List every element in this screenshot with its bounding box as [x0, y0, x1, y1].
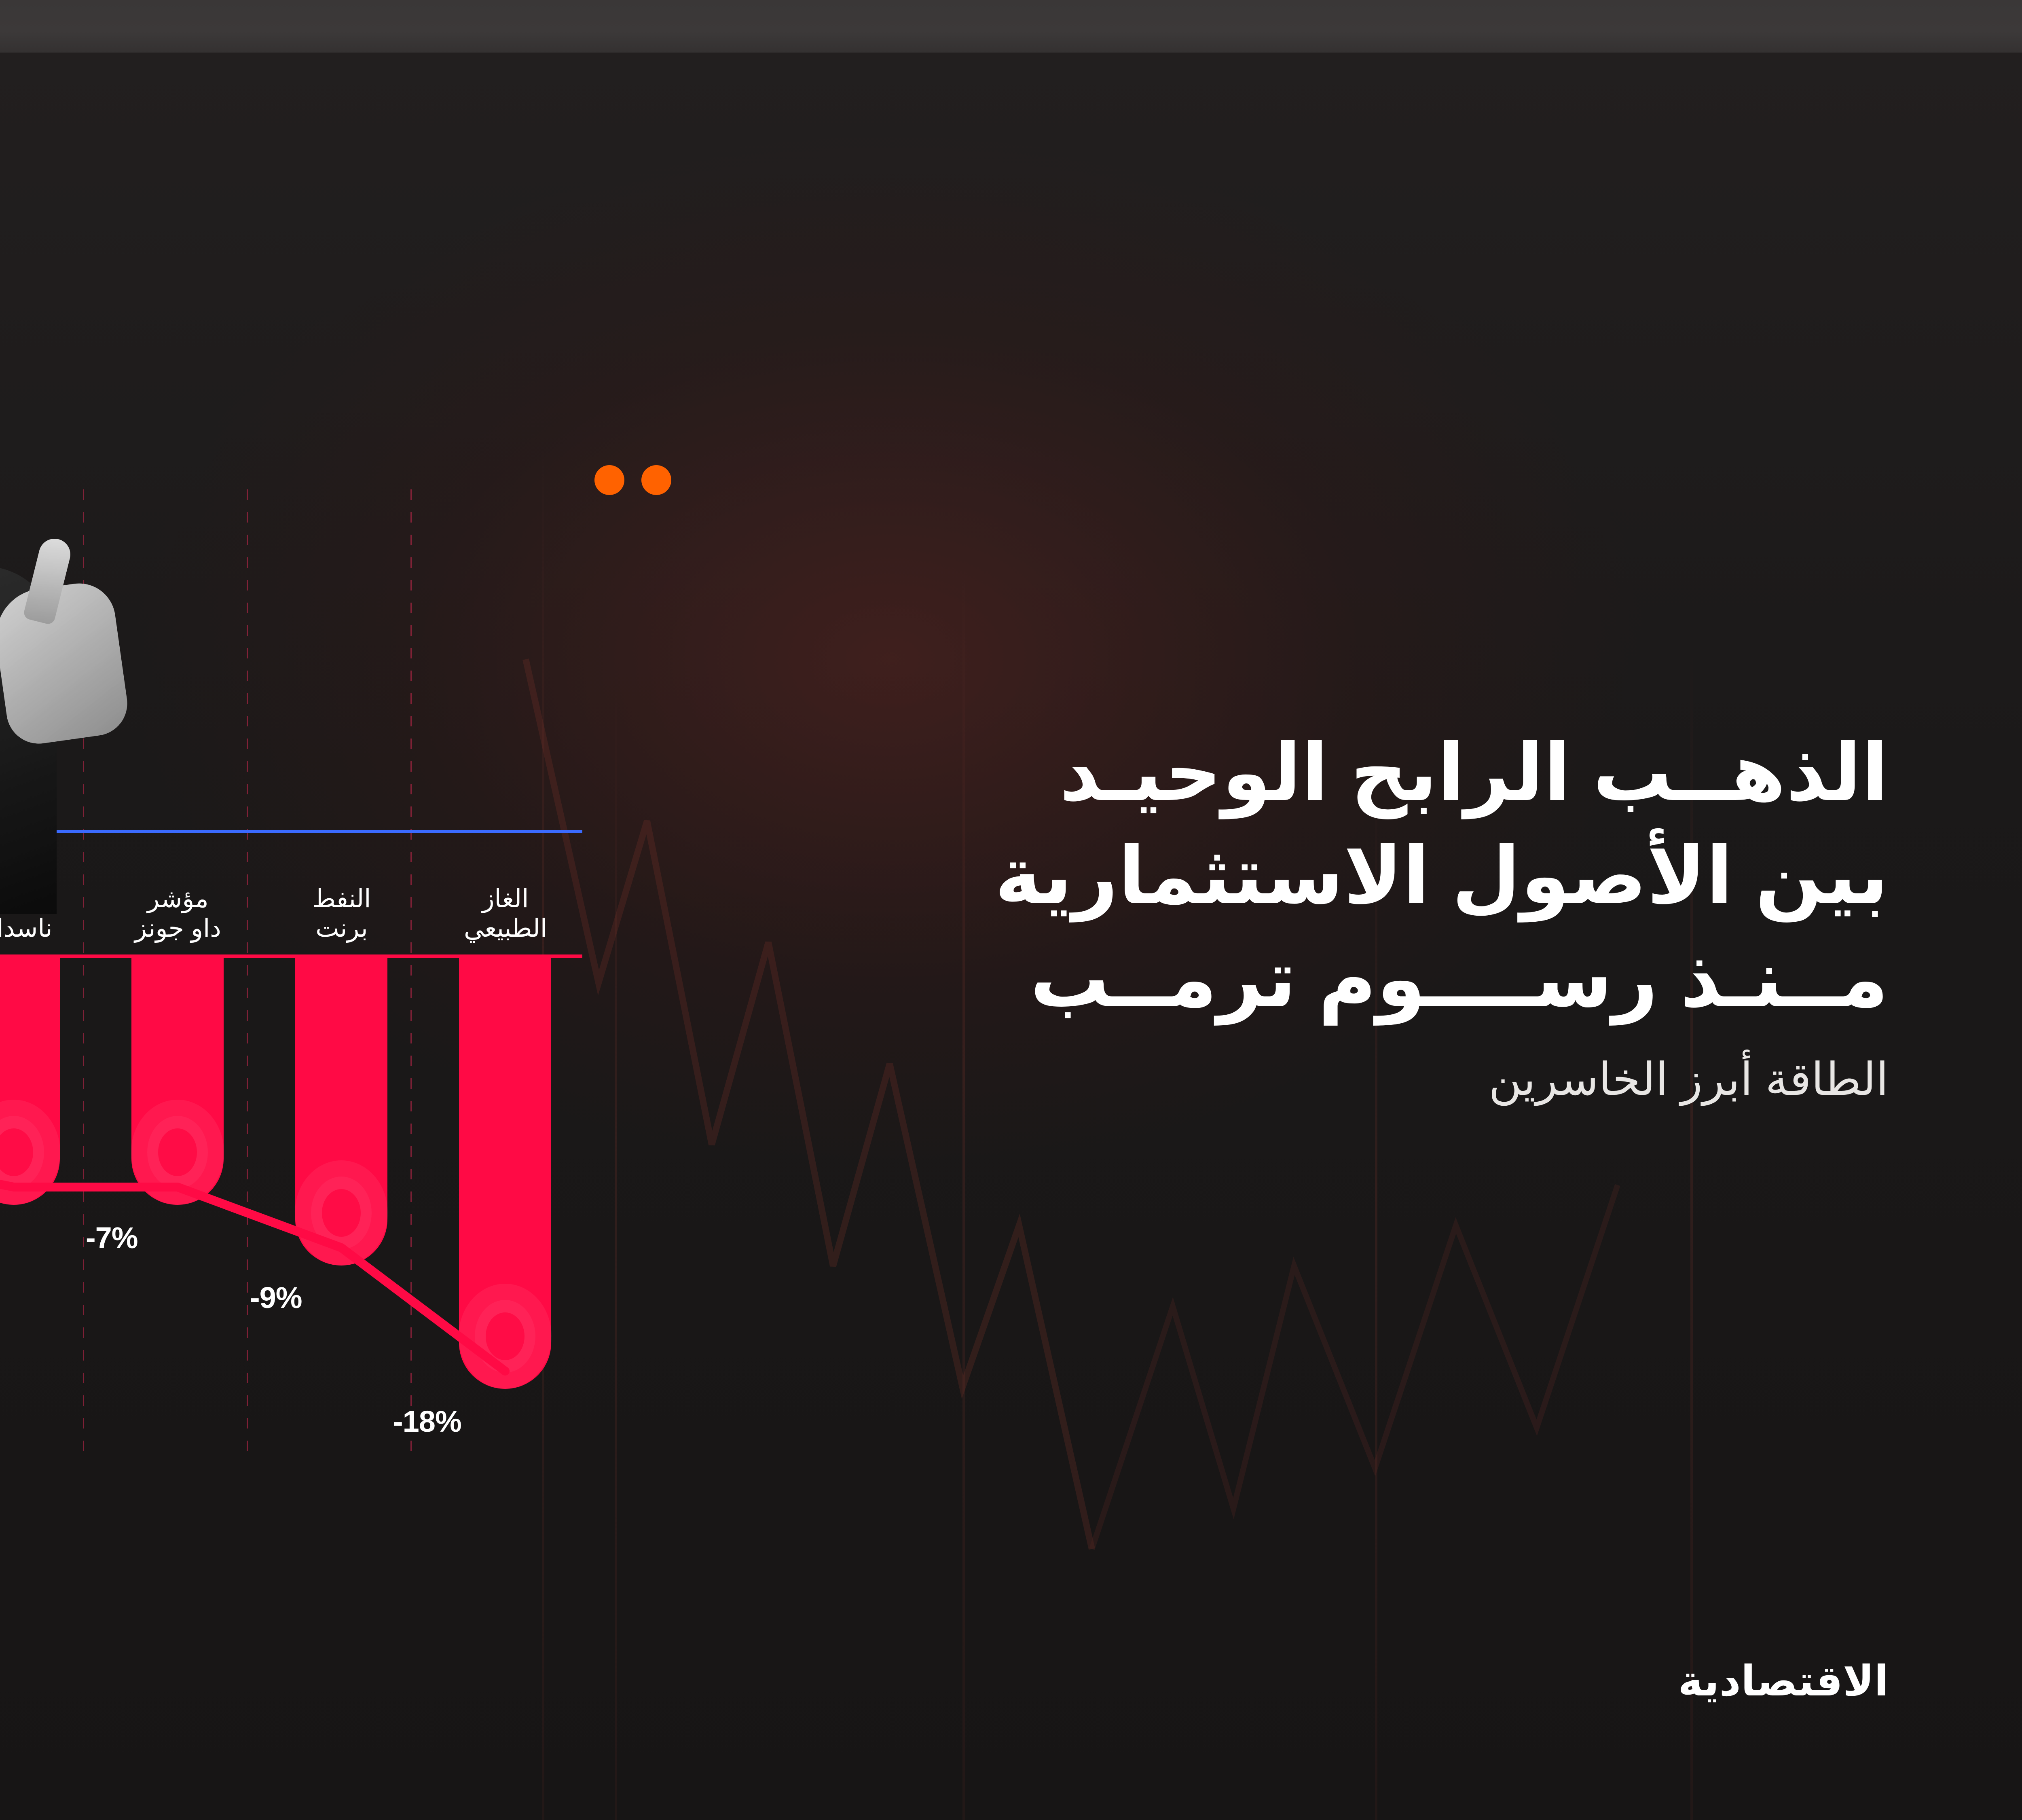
brand-dots: [594, 465, 1889, 495]
trump-photo: [0, 376, 146, 914]
bar-marker-icon: [0, 1116, 44, 1189]
bar-marker-icon: [147, 1116, 208, 1189]
bar-marker-icon: [311, 1177, 372, 1249]
main-stage: 9% -1% -3% -5% -5% -6%: [0, 53, 2022, 1820]
gridline: [247, 489, 248, 1460]
bar-marker-icon: [475, 1300, 535, 1373]
hero-collage: FINE GOLD 999.9 1000g: [0, 303, 178, 914]
gridline: [410, 489, 412, 1460]
text-panel: الذهــب الرابح الوحيـد بين الأصول الاستث…: [594, 465, 1889, 1106]
category-label-natural-gas: الغاز الطبيعي: [464, 885, 547, 942]
bar-brent-oil[interactable]: [295, 958, 387, 1266]
headline-line-3: مــنـذ رســــوم ترمــب: [1030, 934, 1889, 1023]
value-label-dowjones: -7%: [86, 1221, 138, 1255]
value-label-brent-oil: -9%: [250, 1281, 302, 1314]
zero-axis-line: [0, 830, 582, 833]
subtitle: الطاقة أبرز الخاسرين: [1489, 1054, 1889, 1105]
page-title: الذهــب الرابح الوحيـد بين الأصول الاستث…: [594, 722, 1889, 1031]
headline-line-2: بين الأصول الاستثمارية: [994, 831, 1889, 920]
gridline: [83, 489, 84, 1460]
bar-chart: 9% -1% -3% -5% -5% -6%: [0, 417, 582, 1509]
category-label-brent-oil: النفط برنت: [312, 885, 371, 942]
category-label-dowjones: مؤشر داو جونز: [135, 885, 221, 942]
orange-dot-icon: [594, 465, 624, 495]
bar-nasdaq[interactable]: [0, 958, 60, 1205]
bar-natural-gas[interactable]: [459, 958, 551, 1389]
baseline-axis-line: [0, 954, 582, 958]
value-label-natural-gas: -18%: [393, 1405, 462, 1438]
background-ticker-wave: [522, 658, 1620, 1550]
bar-dowjones[interactable]: [131, 958, 224, 1205]
orange-dot-icon: [641, 465, 671, 495]
headline-line-1: الذهــب الرابح الوحيـد: [1059, 728, 1889, 817]
publisher-logo: الاقتصادية: [1678, 1658, 1889, 1705]
top-strip: [0, 0, 2022, 53]
hand-shape: [0, 578, 131, 748]
